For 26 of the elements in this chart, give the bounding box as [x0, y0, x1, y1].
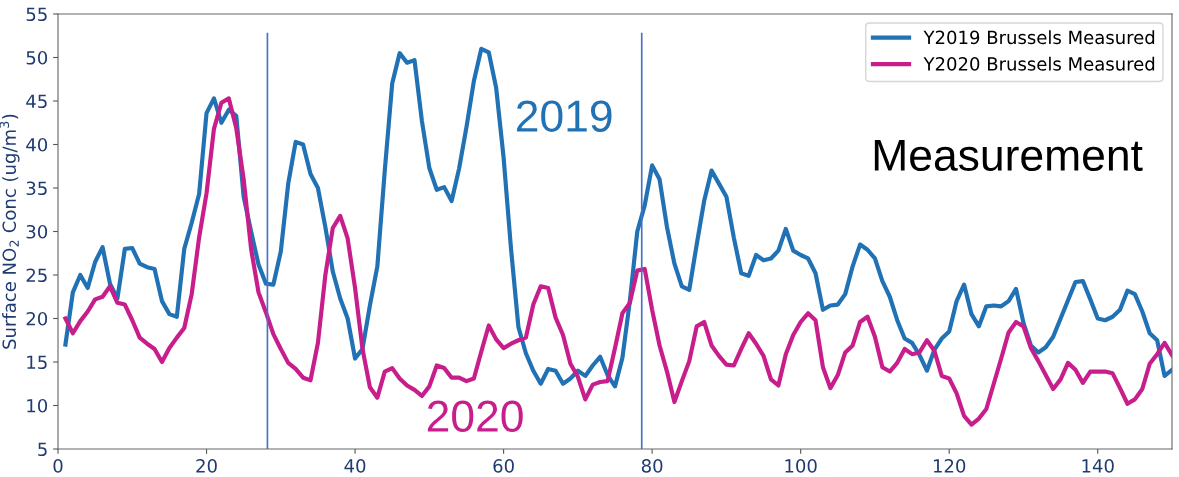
x-tick-label: 40	[344, 459, 366, 473]
y-tick-label: 35	[26, 181, 47, 196]
annotation: 2020	[427, 400, 523, 433]
y-tick-label: 25	[26, 268, 47, 283]
x-tick-label: 60	[493, 459, 514, 473]
y-tick-label: 55	[26, 7, 47, 22]
annotation: 2019	[516, 100, 612, 132]
x-tick-label: 0	[53, 459, 63, 473]
y-tick-label: 40	[26, 137, 48, 152]
y-tick-label: 5	[38, 442, 47, 457]
y-axis-title: Surface NO$_{2}$ Conc (ug/m$^{3}$)	[0, 114, 20, 349]
y-tick-label: 15	[27, 355, 47, 370]
x-tick-label: 80	[641, 459, 663, 473]
x-tick-label: 140	[1082, 459, 1114, 473]
y-tick-label: 20	[26, 311, 48, 326]
x-tick-label: 20	[196, 459, 217, 473]
y-tick-label: 30	[26, 224, 48, 239]
y-tick-label: 10	[27, 398, 48, 413]
x-tick-label: 100	[785, 459, 817, 473]
x-tick-label: 120	[933, 459, 966, 473]
legend-label: Y2020 Brussels Measured	[923, 56, 1155, 71]
annotation: Measurement	[874, 140, 1143, 172]
y-tick-label: 50	[26, 50, 48, 65]
y-tick-label: 45	[26, 94, 47, 109]
legend-label: Y2019 Brussels Measured	[923, 30, 1155, 45]
line-series	[63, 46, 1172, 389]
